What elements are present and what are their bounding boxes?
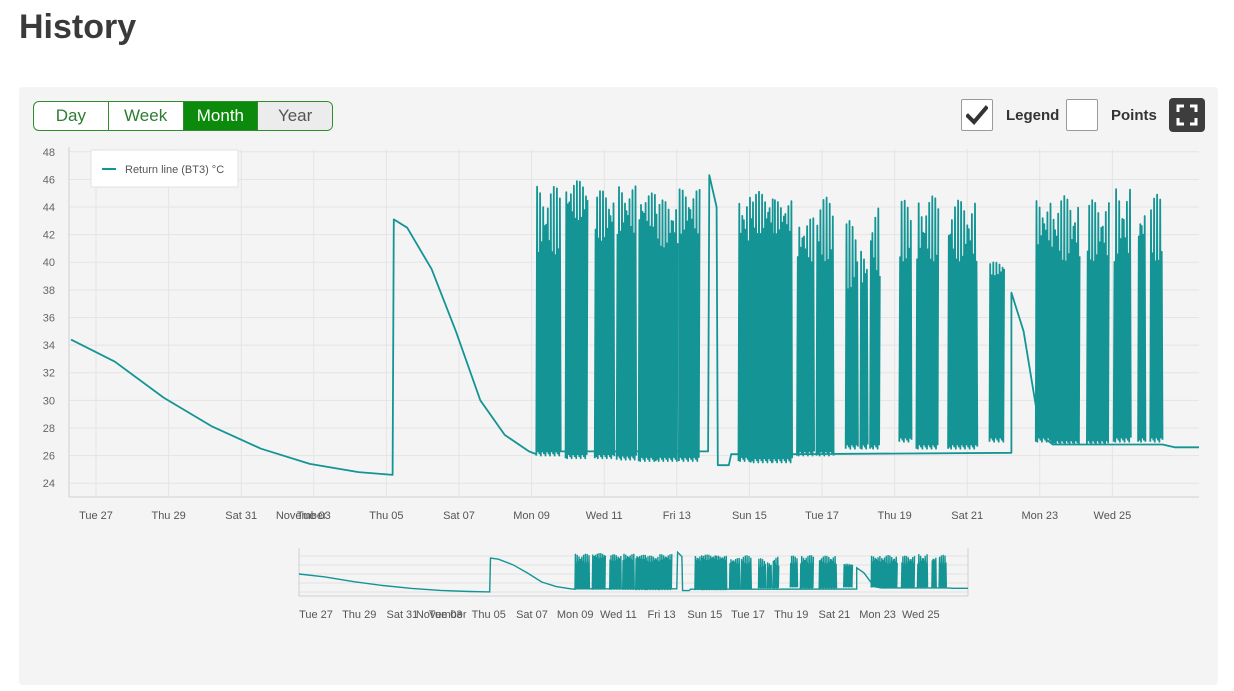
navigator-series: [298, 550, 968, 593]
x-tick-label: Tue 03: [297, 510, 331, 522]
fullscreen-icon: [1176, 104, 1198, 126]
navigator-tick-label: Tue 27: [299, 609, 333, 621]
navigator-tick-label: Sat 07: [516, 609, 548, 621]
navigator-tick-label: Sat 21: [818, 609, 850, 621]
x-tick-label: Thu 05: [369, 510, 403, 522]
y-tick-label: 30: [43, 395, 55, 407]
points-toggle: Points: [1066, 99, 1157, 131]
y-tick-label: 26: [43, 451, 55, 463]
x-tick-label: Wed 25: [1094, 510, 1132, 522]
navigator-tick-label: Tue 03: [429, 609, 463, 621]
x-tick-label: Sun 15: [732, 510, 767, 522]
navigator-tick-label: Wed 11: [600, 609, 637, 621]
navigator-tick-label: Tue 17: [731, 609, 765, 621]
tab-year[interactable]: Year: [258, 102, 332, 130]
x-tick-label: November: [276, 510, 327, 522]
legend-toggle: Legend: [961, 99, 1059, 131]
y-tick-label: 40: [43, 257, 55, 269]
series-return-line: [70, 174, 1199, 476]
legend-item: Return line (BT3) °C: [125, 164, 224, 176]
check-icon: [966, 105, 988, 125]
page-title: History: [19, 8, 137, 46]
navigator-tick-label: Thu 19: [774, 609, 808, 621]
history-chart-panel: Day Week Month Year Legend Points 48 46 44…: [19, 87, 1218, 685]
legend-checkbox[interactable]: [961, 99, 993, 131]
navigator-tick-label: Mon 09: [557, 609, 594, 621]
history-chart[interactable]: 48 46 44 42 40 38 36 34 32 30 28 26 24 Tue 27 Thu 29 S…: [19, 87, 1218, 685]
fullscreen-button[interactable]: [1169, 98, 1205, 132]
y-tick-label: 24: [43, 478, 55, 490]
y-tick-label: 38: [43, 285, 55, 297]
x-tick-label: Thu 29: [151, 510, 185, 522]
y-tick-label: 32: [43, 368, 55, 380]
x-tick-label: Mon 09: [513, 510, 550, 522]
x-tick-label: Mon 23: [1021, 510, 1058, 522]
x-tick-label: Tue 17: [805, 510, 839, 522]
y-tick-label: 44: [43, 202, 55, 214]
x-tick-label: Wed 11: [586, 510, 623, 522]
navigator-tick-label: Thu 05: [472, 609, 506, 621]
series-line: [70, 174, 1199, 476]
x-tick-label: Fri 13: [663, 510, 691, 522]
legend-label: Legend: [1006, 106, 1060, 124]
x-tick-label: Sat 21: [951, 510, 983, 522]
y-tick-label: 28: [43, 423, 55, 435]
navigator-tick-label: Sat 31: [386, 609, 418, 621]
x-tick-label: Thu 19: [877, 510, 911, 522]
navigator-tick-label: Wed 25: [902, 609, 940, 621]
tab-month[interactable]: Month: [183, 102, 259, 130]
x-tick-label: Tue 27: [79, 510, 113, 522]
x-tick-label: Sat 07: [443, 510, 475, 522]
chart-legend: Return line (BT3) °C: [90, 149, 239, 188]
navigator-tick-label: Fri 13: [648, 609, 676, 621]
navigator-tick-label: November: [416, 609, 467, 621]
y-tick-label: 48: [43, 147, 55, 159]
navigator-tick-label: Thu 29: [342, 609, 376, 621]
tab-week[interactable]: Week: [109, 102, 184, 130]
navigator-tick-label: Mon 23: [859, 609, 896, 621]
points-label: Points: [1111, 106, 1157, 124]
y-tick-label: 46: [43, 174, 55, 186]
range-selector: Day Week Month Year: [33, 101, 333, 131]
points-checkbox[interactable]: [1066, 99, 1098, 131]
y-tick-label: 34: [43, 340, 55, 352]
tab-day[interactable]: Day: [34, 102, 109, 130]
y-tick-label: 36: [43, 312, 55, 324]
y-axis: 48 46 44 42 40 38 36 34 32 30 28 26 24: [43, 147, 55, 490]
y-tick-label: 42: [43, 230, 55, 242]
x-tick-label: Sat 31: [225, 510, 257, 522]
navigator-tick-label: Sun 15: [687, 609, 722, 621]
